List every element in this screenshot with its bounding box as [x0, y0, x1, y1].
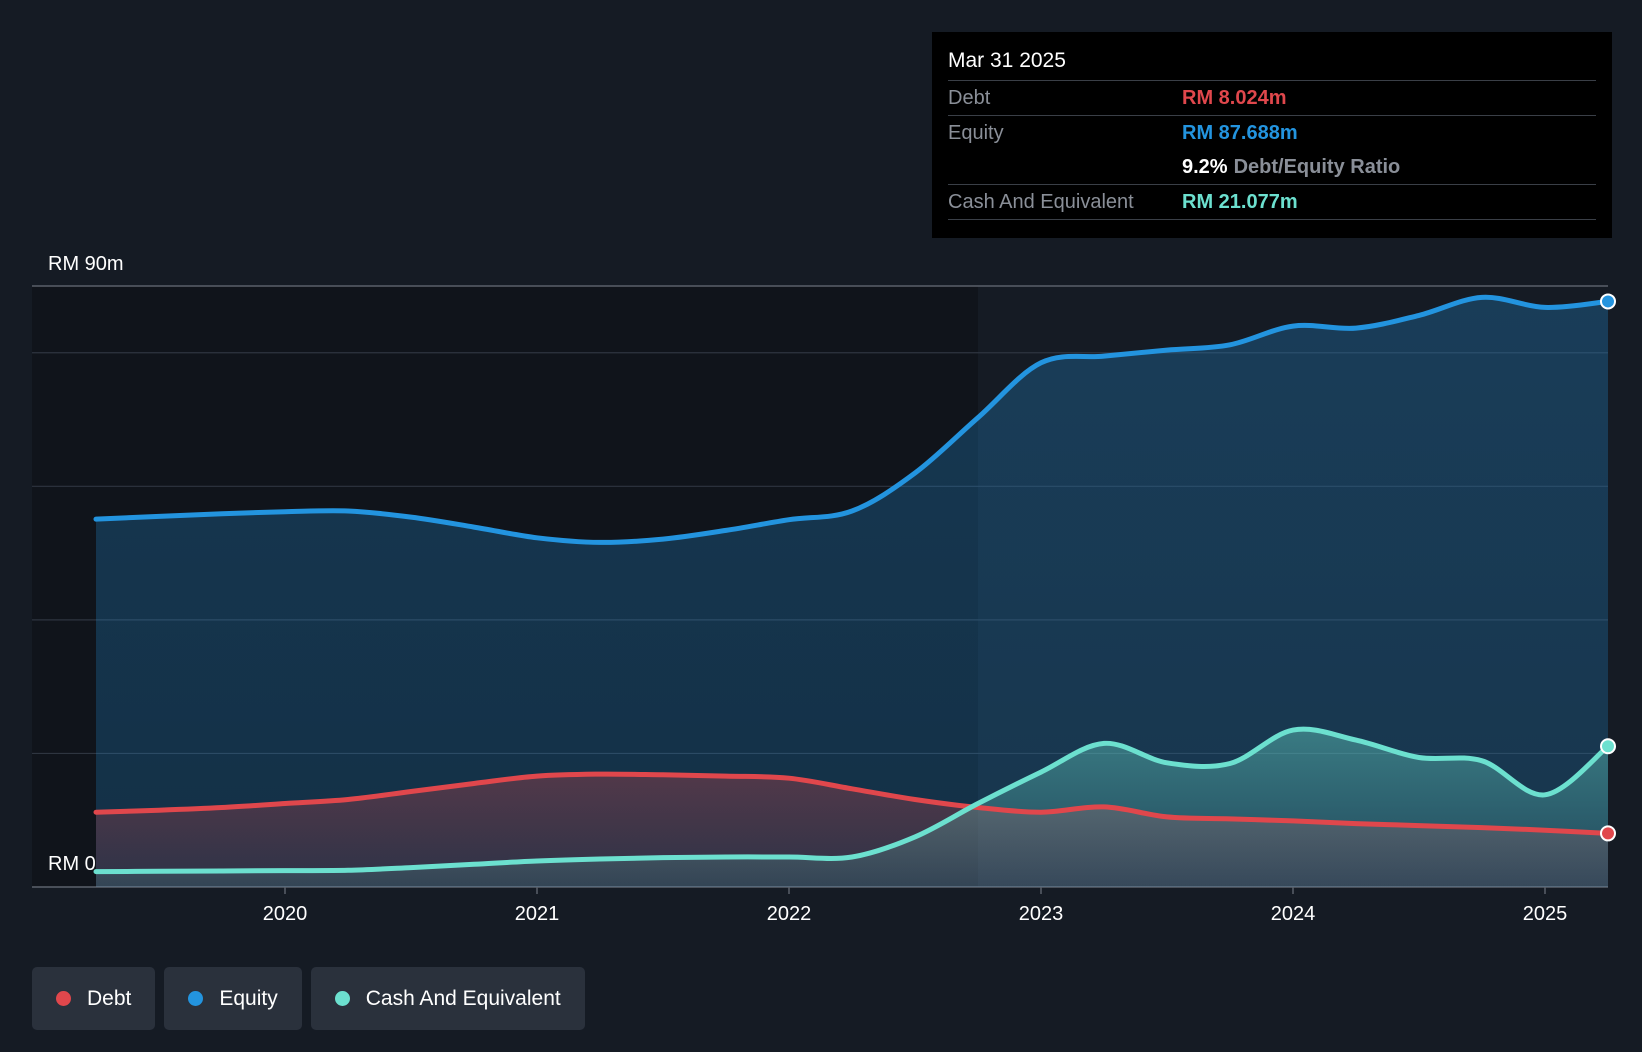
- tooltip-ratio-row: 9.2% Debt/Equity Ratio: [948, 150, 1596, 184]
- legend-dot-equity: [188, 991, 204, 1006]
- cash-area: [96, 729, 1608, 887]
- tooltip-debt-label: Debt: [948, 86, 991, 109]
- legend-dot-cash: [334, 991, 350, 1006]
- tooltip-equity-value: RM 87.688m: [1182, 121, 1298, 144]
- legend-item-equity[interactable]: Equity: [164, 967, 302, 1030]
- tooltip-cash-value: RM 21.077m: [1182, 190, 1298, 213]
- legend-label-equity: Equity: [219, 986, 278, 1010]
- y-axis-top-label: RM 90m: [48, 253, 124, 275]
- tooltip-cash-label: Cash And Equivalent: [948, 190, 1134, 213]
- legend-label-debt: Debt: [87, 986, 132, 1010]
- tooltip-equity-label: Equity: [948, 121, 1004, 144]
- x-tick-label-2024: 2024: [1271, 903, 1316, 925]
- x-tick-label-2020: 2020: [263, 903, 308, 925]
- tooltip-debt-value: RM 8.024m: [1182, 86, 1287, 109]
- tooltip-ratio-label: Debt/Equity Ratio: [1233, 155, 1401, 178]
- legend-label-cash: Cash And Equivalent: [365, 986, 561, 1010]
- equity-line: [93, 294, 1611, 545]
- x-tick-label-2023: 2023: [1019, 903, 1064, 925]
- equity-area: [96, 297, 1608, 888]
- legend-dot-debt: [56, 991, 71, 1006]
- cash-line: [93, 726, 1611, 875]
- x-tick-label-2025: 2025: [1523, 903, 1568, 925]
- x-tick-label-2022: 2022: [767, 903, 812, 925]
- cash-end-marker: [1600, 738, 1616, 755]
- debt-line: [93, 771, 1611, 836]
- tooltip: Mar 31 2025 Debt RM 8.024m Equity RM 87.…: [932, 32, 1612, 238]
- tooltip-debt-row: Debt RM 8.024m: [948, 80, 1596, 115]
- y-axis-bottom-label: RM 0: [48, 853, 96, 875]
- equity-end-marker: [1600, 293, 1616, 310]
- tooltip-ratio-value: 9.2%: [1182, 155, 1228, 178]
- legend-item-debt[interactable]: Debt: [32, 967, 156, 1030]
- tooltip-date: Mar 31 2025: [948, 49, 1066, 72]
- debt-end-marker: [1600, 825, 1616, 842]
- x-tick-label-2021: 2021: [515, 903, 560, 925]
- legend: Debt Equity Cash And Equivalent: [32, 967, 585, 1030]
- legend-item-cash[interactable]: Cash And Equivalent: [310, 967, 585, 1030]
- tooltip-cash-row: Cash And Equivalent RM 21.077m: [948, 184, 1596, 220]
- tooltip-equity-row: Equity RM 87.688m: [948, 115, 1596, 150]
